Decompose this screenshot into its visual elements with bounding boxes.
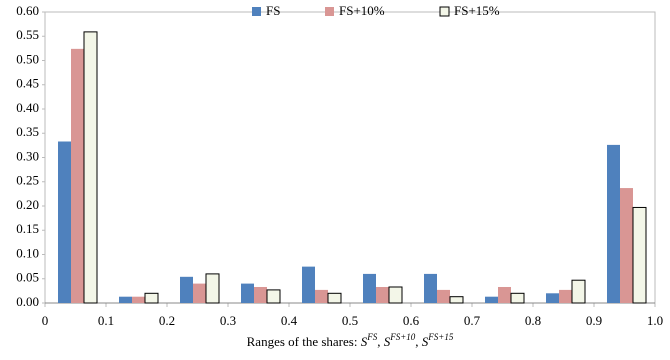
bar (193, 283, 206, 303)
bar (388, 286, 403, 304)
y-tick-label: 0.10 (16, 245, 39, 260)
bar (254, 286, 267, 303)
symbol-sup: FS+10 (389, 332, 416, 342)
bar (376, 286, 389, 303)
y-tick-label: 0.35 (16, 124, 39, 139)
symbol-sup: FS+15 (427, 332, 454, 342)
bar (510, 292, 525, 304)
x-tick-label: 0.4 (281, 313, 298, 328)
bar (498, 286, 511, 303)
legend-label: FS (266, 3, 280, 18)
bar (571, 279, 586, 304)
bar (437, 289, 450, 303)
bar (180, 276, 193, 303)
bar (71, 48, 84, 303)
y-tick-label: 0.40 (16, 100, 39, 115)
y-tick-label: 0.00 (16, 294, 39, 309)
bar (302, 266, 315, 303)
x-tick-label: 0.9 (586, 313, 602, 328)
y-tick-label: 0.20 (16, 197, 39, 212)
bar (559, 289, 572, 303)
bar (58, 141, 71, 303)
symbol-sup: FS (366, 332, 377, 342)
legend-label: FS+10% (339, 3, 385, 18)
y-tick-label: 0.05 (16, 270, 39, 285)
symbol: S (361, 334, 368, 349)
bar (424, 273, 437, 303)
x-axis-label: Ranges of the shares: SFS, SFS+10, SFS+1… (247, 332, 454, 349)
bar (132, 296, 145, 303)
plot-frame (44, 11, 656, 304)
y-tick-label: 0.15 (16, 221, 39, 236)
bar (144, 292, 159, 304)
bar (315, 289, 328, 303)
x-tick-label: 0.2 (159, 313, 175, 328)
symbol: S (384, 334, 391, 349)
y-tick-label: 0.50 (16, 51, 39, 66)
y-tick-label: 0.25 (16, 173, 39, 188)
x-tick-label: 0.6 (403, 313, 420, 328)
x-tick-label: 0 (42, 313, 49, 328)
x-tick-label: 0.3 (220, 313, 236, 328)
x-tick-label: 0.7 (464, 313, 481, 328)
bar (632, 206, 647, 304)
y-tick-label: 0.45 (16, 76, 39, 91)
legend-swatch (325, 7, 334, 16)
legend-swatch (252, 7, 261, 16)
bar (607, 144, 620, 303)
y-tick-label: 0.60 (16, 3, 39, 18)
x-label-text: Ranges of the shares: (247, 334, 358, 349)
x-tick-label: 1.0 (647, 313, 663, 328)
bar (620, 188, 633, 303)
bar (485, 296, 498, 303)
bar (205, 273, 220, 304)
bar (449, 296, 464, 304)
bar (119, 296, 132, 303)
y-tick-label: 0.55 (16, 27, 39, 42)
legend-swatch (439, 6, 450, 17)
symbol: S (422, 334, 429, 349)
x-tick-label: 0.1 (98, 313, 114, 328)
bar (266, 289, 281, 304)
y-tick-label: 0.30 (16, 148, 39, 163)
bar (83, 31, 98, 304)
bar (327, 292, 342, 304)
x-tick-label: 0.5 (342, 313, 358, 328)
x-tick-label: 0.8 (525, 313, 541, 328)
bar (546, 293, 559, 303)
legend-label: FS+15% (454, 3, 500, 18)
bar (241, 283, 254, 303)
bar (363, 273, 376, 303)
